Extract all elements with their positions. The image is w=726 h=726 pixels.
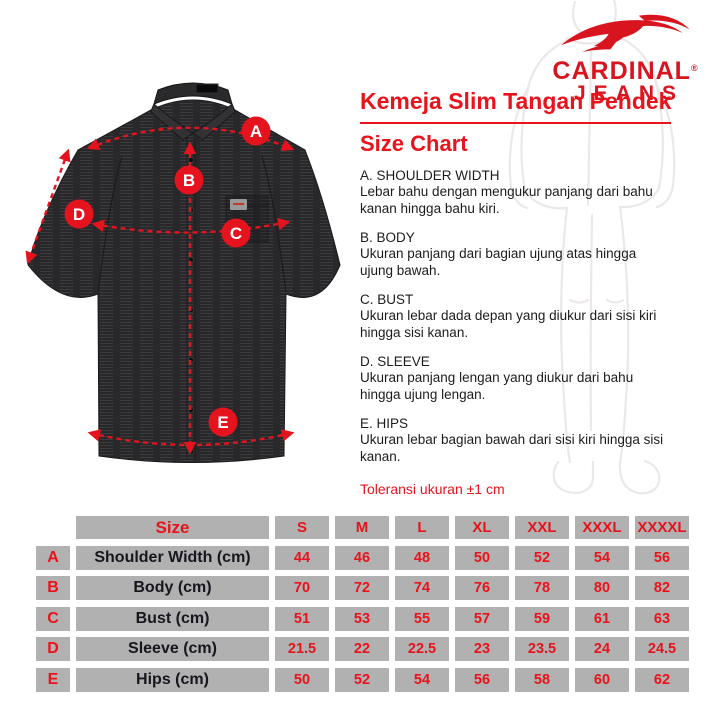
arrow-sleeve bbox=[25, 148, 71, 265]
marker-c: C bbox=[230, 224, 242, 243]
row-letter-e: E bbox=[36, 667, 70, 692]
marker-d: D bbox=[73, 205, 85, 224]
col-header-xl: XL bbox=[455, 516, 509, 539]
col-header-xxxxl: XXXXL bbox=[635, 516, 689, 539]
guide-text: Ukuran lebar dada depan yang diukur dari… bbox=[360, 308, 657, 340]
row-letter-d: D bbox=[36, 637, 70, 661]
guide-label: C. BUST bbox=[360, 292, 414, 307]
row-label-shoulder-width: Shoulder Width (cm) bbox=[76, 545, 269, 570]
cell-value: 21.5 bbox=[275, 637, 329, 661]
size-table: Size S M L XL XXL XXXL XXXXL A Shoulder … bbox=[36, 516, 689, 692]
cell-value: 50 bbox=[455, 545, 509, 570]
arrow-hips bbox=[87, 429, 295, 447]
cell-value: 24.5 bbox=[635, 637, 689, 661]
cell-value: 46 bbox=[335, 545, 389, 570]
cell-value: 51 bbox=[275, 606, 329, 631]
brand-name: CARDINAL® bbox=[543, 56, 707, 85]
cell-value: 56 bbox=[455, 667, 509, 692]
cell-value: 62 bbox=[635, 667, 689, 692]
guide-label: E. HIPS bbox=[360, 416, 409, 431]
guide-shoulder-width: A. SHOULDER WIDTH Lebar bahu dengan meng… bbox=[360, 167, 678, 217]
cell-value: 74 bbox=[395, 576, 449, 600]
cell-value: 76 bbox=[455, 576, 509, 600]
row-letter-b: B bbox=[36, 576, 70, 600]
guide-text: Ukuran panjang lengan yang diukur dari b… bbox=[360, 370, 634, 402]
shirt-body bbox=[27, 82, 341, 463]
table-header-size: Size bbox=[76, 516, 269, 539]
cell-value: 24 bbox=[575, 637, 629, 661]
cell-value: 82 bbox=[635, 576, 689, 600]
col-header-s: S bbox=[275, 516, 329, 539]
cell-value: 23 bbox=[455, 637, 509, 661]
marker-e: E bbox=[217, 413, 228, 432]
guide-label: D. SLEEVE bbox=[360, 354, 430, 369]
row-letter-a: A bbox=[36, 545, 70, 570]
row-label-body: Body (cm) bbox=[76, 576, 269, 600]
row-letter-c: C bbox=[36, 606, 70, 631]
table-corner-spacer bbox=[36, 516, 70, 539]
cell-value: 70 bbox=[275, 576, 329, 600]
cell-value: 63 bbox=[635, 606, 689, 631]
cardinal-wings-icon bbox=[561, 14, 690, 52]
page-subtitle: Size Chart bbox=[360, 131, 468, 156]
col-header-m: M bbox=[335, 516, 389, 539]
cell-value: 78 bbox=[515, 576, 569, 600]
measurement-markers: A B C D E bbox=[64, 116, 271, 437]
row-label-hips: Hips (cm) bbox=[76, 667, 269, 692]
row-label-bust: Bust (cm) bbox=[76, 606, 269, 631]
cell-value: 72 bbox=[335, 576, 389, 600]
guide-hips: E. HIPS Ukuran lebar bagian bawah dari s… bbox=[360, 415, 678, 465]
guide-text: Ukuran panjang dari bagian ujung atas hi… bbox=[360, 246, 637, 278]
cell-value: 59 bbox=[515, 606, 569, 631]
tolerance-note: Toleransi ukuran ±1 cm bbox=[360, 481, 505, 497]
shirt-measurement-diagram: A B C D E bbox=[25, 82, 341, 463]
cell-value: 50 bbox=[275, 667, 329, 692]
cell-value: 54 bbox=[395, 667, 449, 692]
cell-value: 48 bbox=[395, 545, 449, 570]
cell-value: 56 bbox=[635, 545, 689, 570]
row-label-sleeve: Sleeve (cm) bbox=[76, 637, 269, 661]
col-header-xxl: XXL bbox=[515, 516, 569, 539]
cell-value: 54 bbox=[575, 545, 629, 570]
page-title: Kemeja Slim Tangan Pendek bbox=[360, 88, 672, 124]
brand-name-text: CARDINAL bbox=[552, 57, 691, 85]
cell-value: 22 bbox=[335, 637, 389, 661]
cell-value: 53 bbox=[335, 606, 389, 631]
guide-body: B. BODY Ukuran panjang dari bagian ujung… bbox=[360, 229, 678, 279]
cell-value: 22.5 bbox=[395, 637, 449, 661]
info-column: Kemeja Slim Tangan Pendek Size Chart A. … bbox=[360, 88, 678, 497]
cell-value: 58 bbox=[515, 667, 569, 692]
background-model-watermark bbox=[508, 0, 676, 495]
cell-value: 55 bbox=[395, 606, 449, 631]
guide-label: A. SHOULDER WIDTH bbox=[360, 168, 500, 183]
guide-text: Ukuran lebar bagian bawah dari sisi kiri… bbox=[360, 432, 664, 464]
marker-a: A bbox=[250, 122, 262, 141]
guide-sleeve: D. SLEEVE Ukuran panjang lengan yang diu… bbox=[360, 353, 678, 403]
cell-value: 52 bbox=[515, 545, 569, 570]
guide-label: B. BODY bbox=[360, 230, 415, 245]
marker-b: B bbox=[183, 171, 195, 190]
arrow-bust bbox=[91, 217, 291, 234]
brand-subname: JEANS bbox=[573, 82, 685, 105]
cell-value: 44 bbox=[275, 545, 329, 570]
col-header-xxxl: XXXL bbox=[575, 516, 629, 539]
guide-text: Lebar bahu dengan mengukur panjang dari … bbox=[360, 184, 653, 216]
registered-mark: ® bbox=[690, 63, 698, 73]
brand-logo: CARDINAL® JEANS bbox=[543, 10, 707, 105]
cell-value: 61 bbox=[575, 606, 629, 631]
cell-value: 52 bbox=[335, 667, 389, 692]
cell-value: 60 bbox=[575, 667, 629, 692]
guide-bust: C. BUST Ukuran lebar dada depan yang diu… bbox=[360, 291, 678, 341]
cell-value: 57 bbox=[455, 606, 509, 631]
cell-value: 80 bbox=[575, 576, 629, 600]
cell-value: 23.5 bbox=[515, 637, 569, 661]
col-header-l: L bbox=[395, 516, 449, 539]
